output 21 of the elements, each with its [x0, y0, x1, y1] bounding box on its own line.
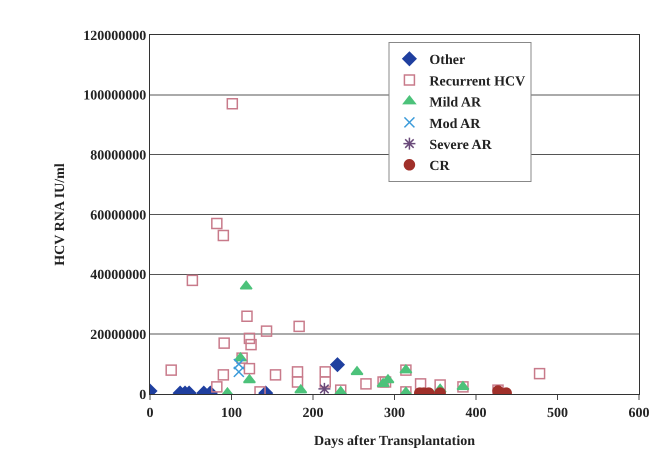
y-tick-label: 60000000 [90, 208, 146, 224]
x-tick-label: 500 [547, 406, 568, 421]
y-tick-label: 0 [139, 388, 146, 403]
legend-label: Recurrent HCV [429, 74, 526, 90]
legend-label: Mod AR [429, 116, 482, 132]
x-tick-label: 400 [466, 406, 486, 421]
y-tick-label: 40000000 [90, 268, 146, 284]
legend-label: Mild AR [429, 96, 482, 111]
x-tick-label: 100 [221, 406, 242, 421]
x-tick-label: 200 [302, 406, 324, 421]
y-tick-label: 100000000 [83, 88, 146, 104]
legend-label: Severe AR [429, 138, 493, 154]
y-tick-label: 80000000 [90, 148, 146, 164]
x-tick-label: 600 [628, 406, 650, 421]
legend-label: CR [429, 159, 451, 174]
legend-label: Other [429, 53, 466, 68]
x-tick-label: 300 [384, 406, 405, 421]
y-axis-title: HCV RNA IU/ml [52, 163, 68, 266]
x-axis-title: Days after Transplantation [314, 434, 476, 450]
y-tick-label: 120000000 [83, 28, 146, 44]
y-tick-label: 20000000 [90, 328, 146, 344]
